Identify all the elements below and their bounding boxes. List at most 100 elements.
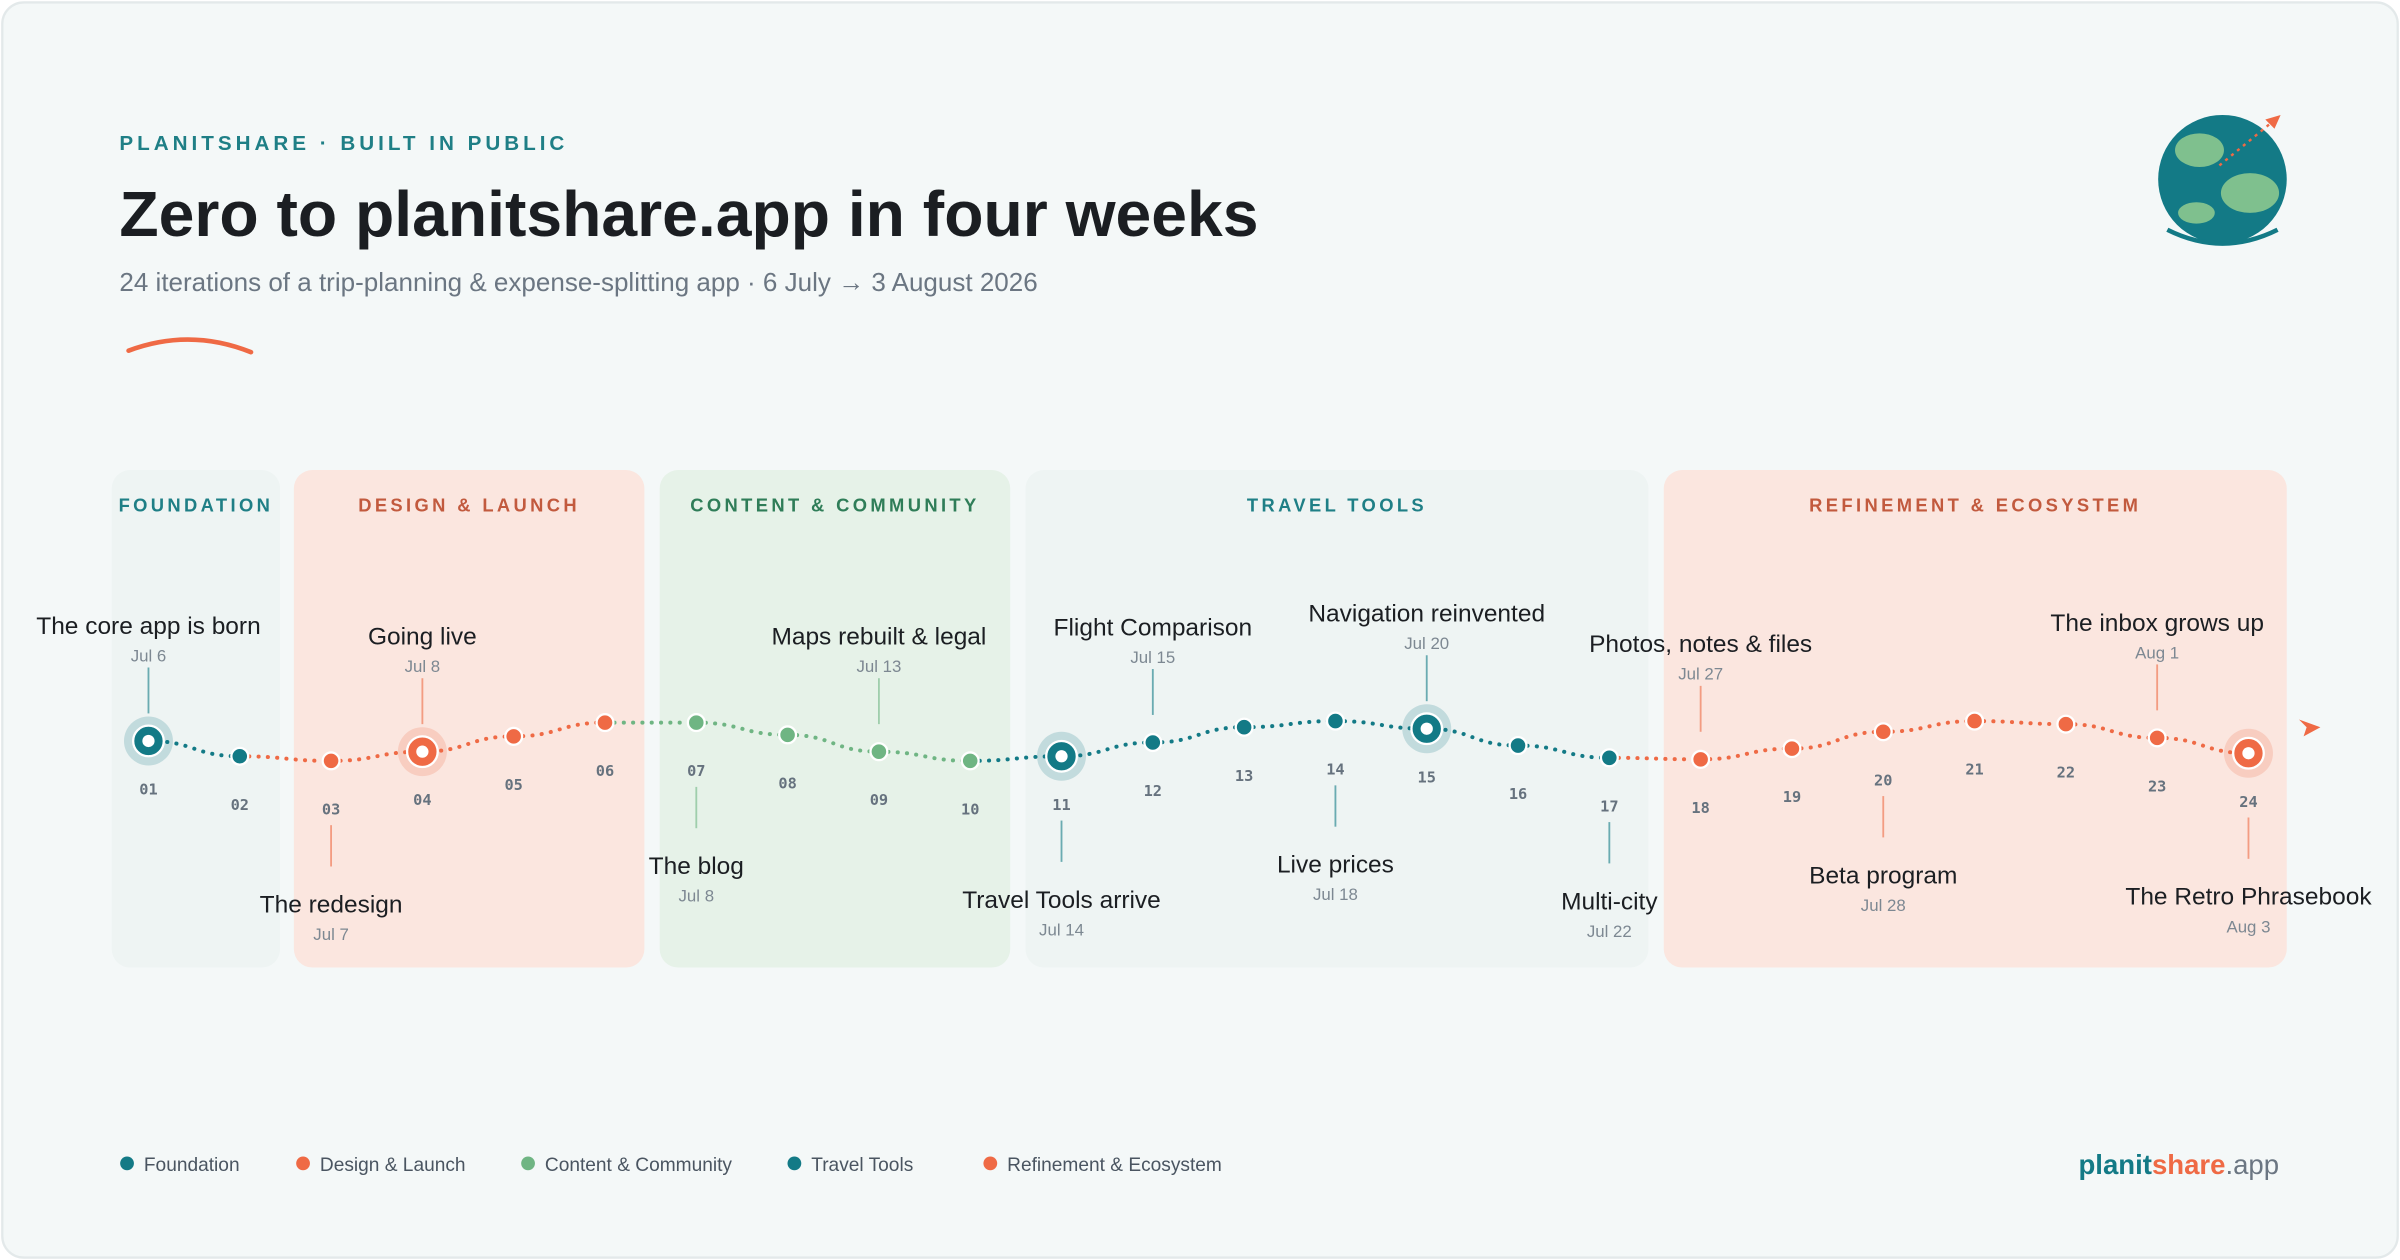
phase-boxes: FOUNDATION DESIGN & LAUNCH CONTENT & COMMU… <box>111 470 2287 968</box>
milestone-date: Jul 8 <box>405 657 441 676</box>
legend-dot <box>983 1156 998 1171</box>
subtitle: 24 iterations of a trip-planning & expen… <box>119 267 1037 297</box>
milestone-dot <box>1325 711 1345 731</box>
milestone-dot <box>960 751 980 771</box>
eyebrow: PLANITSHARE · BUILT IN PUBLIC <box>119 132 568 155</box>
phase-label: TRAVEL TOOLS <box>1247 494 1427 515</box>
phase-label: DESIGN & LAUNCH <box>358 494 580 515</box>
milestone-number: 09 <box>870 791 888 809</box>
milestone-title: Going live <box>368 624 477 651</box>
milestone-number: 22 <box>2057 764 2075 782</box>
milestone-number: 16 <box>1509 785 1527 803</box>
timeline-segment <box>1516 743 1612 760</box>
timeline-segment <box>1881 719 1977 734</box>
milestone-number: 19 <box>1783 788 1801 806</box>
timeline-segment <box>785 732 881 754</box>
milestone-number: 06 <box>596 762 614 780</box>
brand-part: share <box>2152 1149 2226 1180</box>
milestone-number: 03 <box>322 800 340 818</box>
milestones: The core app is born Jul 6 01 02 The redesig… <box>36 601 2372 944</box>
timeline-segment <box>876 749 973 763</box>
milestone-number: 05 <box>504 776 522 794</box>
milestone-date: Aug 1 <box>2135 643 2179 662</box>
milestone-date: Jul 14 <box>1039 920 1084 939</box>
milestone-dot <box>595 713 615 733</box>
milestone-date: Jul 7 <box>313 925 349 944</box>
milestone-core <box>416 745 429 758</box>
milestone-date: Jul 27 <box>1678 665 1723 684</box>
land <box>2220 173 2280 213</box>
legend-dot <box>120 1156 134 1171</box>
milestone-title: The blog <box>649 853 744 880</box>
milestone-number: 14 <box>1326 761 1344 779</box>
milestone-dot <box>1508 735 1528 756</box>
milestone-title: Photos, notes & files <box>1589 631 1812 658</box>
legend-label: Content & Community <box>545 1155 733 1176</box>
milestone-dot <box>1964 711 1985 731</box>
milestone-core <box>2242 747 2255 760</box>
milestone-title: Multi-city <box>1561 888 1658 915</box>
milestone-title: Maps rebuilt & legal <box>771 624 986 651</box>
milestone-number: 11 <box>1052 796 1070 814</box>
milestone-number: 04 <box>413 791 431 809</box>
milestone-date: Jul 6 <box>131 646 167 665</box>
timeline-segment <box>511 720 607 739</box>
land <box>2175 133 2224 167</box>
milestone-dot <box>1599 748 1619 768</box>
land <box>2178 202 2215 224</box>
timeline-segment <box>2063 722 2160 740</box>
timeline-segment <box>1059 740 1155 759</box>
timeline-segment <box>1789 729 1886 751</box>
milestone-core <box>142 734 155 748</box>
milestone-date: Jul 20 <box>1404 634 1449 653</box>
milestone-dot <box>504 726 524 746</box>
legend-label: Refinement & Ecosystem <box>1007 1155 1222 1176</box>
legend-dot <box>521 1156 535 1171</box>
timeline-segment <box>420 734 516 754</box>
milestone-dot <box>321 751 341 771</box>
milestone-date: Jul 28 <box>1861 896 1906 915</box>
milestone-date: Jul 22 <box>1587 922 1632 941</box>
milestone-number: 15 <box>1418 768 1436 786</box>
timeline-segment <box>1424 726 1521 748</box>
title: Zero to planitshare.app in four weeks <box>119 178 1258 250</box>
flight-path <box>2218 121 2273 167</box>
milestone-number: 23 <box>2148 777 2166 795</box>
legend-label: Foundation <box>144 1155 240 1176</box>
legend-dot <box>787 1156 802 1171</box>
legend-label: Travel Tools <box>811 1155 913 1176</box>
legend-dot <box>296 1156 310 1171</box>
milestone-title: The inbox grows up <box>2050 610 2264 637</box>
timeline-segment <box>694 720 790 737</box>
legend-label: Design & Launch <box>320 1155 466 1176</box>
phase-label: CONTENT & COMMUNITY <box>690 494 979 515</box>
milestone-dot <box>1782 739 1802 759</box>
phase-box <box>293 470 645 968</box>
phase-label: REFINEMENT & ECOSYSTEM <box>1809 494 2141 515</box>
milestone-number: 12 <box>1144 782 1162 800</box>
accent-arc <box>126 337 254 355</box>
milestone-number: 08 <box>778 774 796 792</box>
globe-logo <box>2158 114 2287 246</box>
brand: planitshare.app <box>2078 1149 2279 1180</box>
orbit <box>2166 227 2279 246</box>
phase-box <box>111 470 281 968</box>
timeline-segment <box>1242 719 1338 730</box>
timeline-segment <box>1698 746 1794 762</box>
milestone-number: 17 <box>1600 797 1618 815</box>
timeline-segment <box>1333 719 1429 731</box>
timeline-segment <box>968 754 1064 763</box>
timeline-segment <box>1150 725 1247 745</box>
milestone-dot <box>230 746 250 766</box>
brand-part: .app <box>2225 1149 2279 1180</box>
milestone-number: 07 <box>687 762 705 780</box>
milestone-dot <box>1691 749 1711 769</box>
milestone-date: Jul 8 <box>679 887 715 906</box>
milestone-dot <box>2147 728 2167 748</box>
milestone-title: Travel Tools arrive <box>962 887 1161 914</box>
milestone-date: Jul 18 <box>1313 885 1358 904</box>
plane <box>2265 114 2281 129</box>
milestone-title: The redesign <box>260 891 403 918</box>
milestone-core <box>1420 722 1433 735</box>
